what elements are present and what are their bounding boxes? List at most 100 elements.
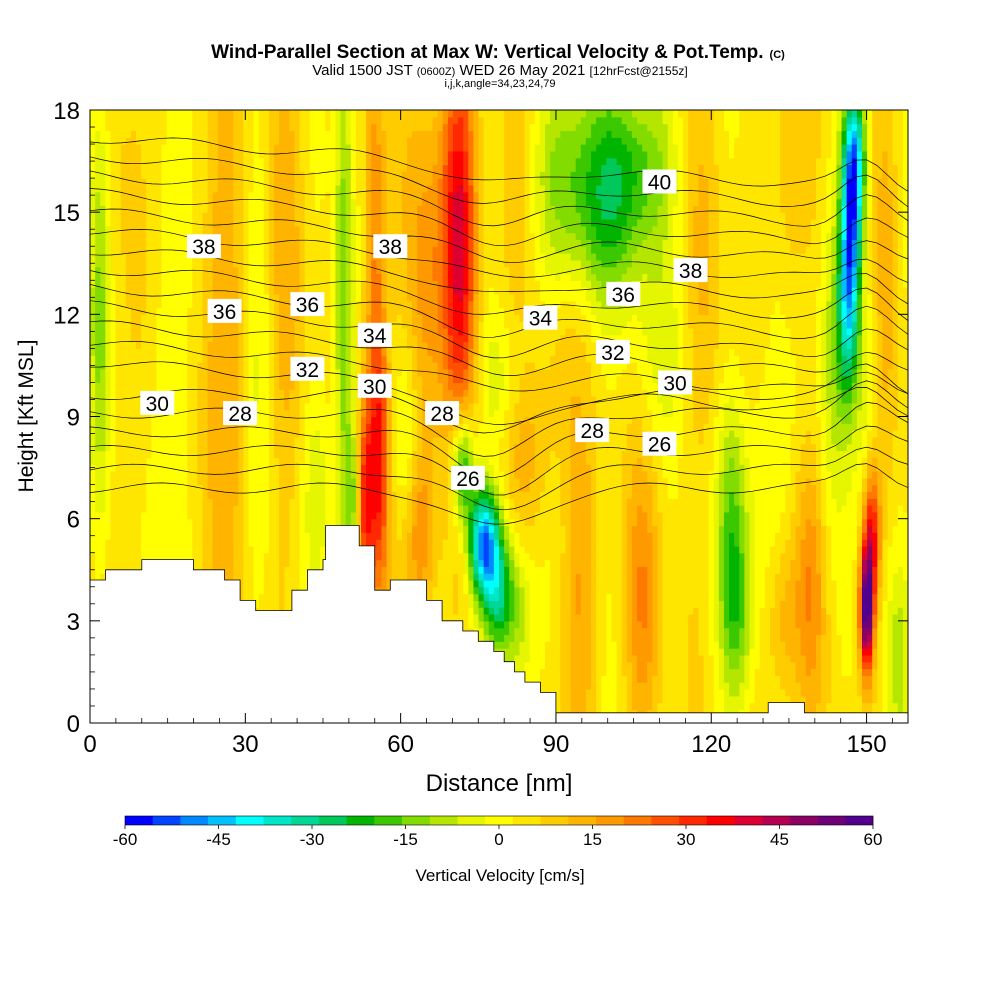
w-cell: [447, 579, 454, 588]
w-cell: [258, 552, 265, 561]
w-cell: [662, 661, 669, 670]
w-cell: [499, 539, 505, 547]
w-cell: [723, 532, 730, 540]
w-cell: [821, 675, 827, 683]
w-cell: [534, 518, 541, 527]
w-cell: [749, 688, 756, 697]
w-cell: [836, 559, 843, 567]
w-cell: [452, 614, 459, 622]
w-cell: [197, 539, 204, 547]
w-cell: [529, 545, 536, 554]
w-cell: [233, 539, 239, 547]
w-cell: [790, 586, 797, 595]
w-cell: [667, 682, 674, 690]
w-cell: [452, 511, 459, 520]
w-cell: [320, 518, 326, 527]
w-cell: [534, 600, 541, 608]
w-cell: [877, 627, 884, 636]
w-cell: [821, 702, 827, 710]
w-cell: [488, 532, 495, 540]
w-cell: [841, 668, 848, 676]
w-cell: [657, 539, 664, 547]
w-cell: [222, 552, 229, 561]
w-cell: [723, 634, 730, 642]
w-cell: [851, 654, 858, 663]
w-cell: [703, 511, 710, 520]
w-cell: [882, 614, 889, 622]
w-cell: [263, 559, 270, 567]
w-cell: [759, 579, 766, 588]
w-cell: [596, 600, 602, 608]
w-cell: [539, 518, 546, 527]
w-cell: [713, 593, 720, 601]
w-cell: [294, 579, 301, 588]
w-cell: [555, 607, 561, 615]
w-cell: [294, 573, 301, 581]
w-cell: [401, 559, 408, 567]
w-cell: [442, 525, 449, 533]
w-cell: [652, 607, 659, 615]
w-cell: [642, 627, 648, 636]
w-cell: [754, 545, 761, 554]
w-cell: [412, 539, 418, 547]
w-cell: [90, 525, 96, 533]
w-cell: [452, 525, 459, 533]
w-cell: [867, 614, 873, 622]
w-cell: [713, 648, 720, 656]
w-cell: [626, 641, 633, 649]
w-cell: [744, 675, 751, 683]
w-cell: [473, 620, 480, 629]
w-cell: [493, 539, 500, 547]
w-cell: [248, 586, 255, 595]
w-cell: [785, 559, 792, 567]
w-cell: [360, 532, 367, 540]
w-cell: [575, 702, 582, 710]
w-cell: [718, 566, 725, 574]
w-cell: [473, 614, 480, 622]
w-cell: [447, 559, 454, 567]
w-cell: [396, 559, 403, 567]
w-cell: [718, 661, 725, 670]
w-cell: [861, 614, 868, 622]
w-cell: [539, 600, 546, 608]
w-cell: [534, 586, 541, 595]
w-cell: [263, 518, 270, 527]
w-cell: [867, 573, 873, 581]
w-cell: [703, 518, 710, 527]
w-cell: [677, 573, 684, 581]
w-cell: [841, 634, 848, 642]
w-cell: [550, 627, 556, 636]
w-cell: [861, 688, 868, 697]
w-cell: [274, 586, 280, 595]
w-cell: [412, 532, 418, 540]
w-cell: [739, 518, 745, 527]
w-cell: [749, 552, 756, 561]
w-cell: [289, 573, 296, 581]
w-cell: [902, 620, 908, 629]
w-cell: [800, 573, 807, 581]
w-cell: [417, 545, 423, 554]
w-cell: [739, 566, 745, 574]
w-cell: [386, 525, 393, 533]
w-cell: [698, 579, 705, 588]
w-cell: [120, 518, 127, 527]
w-cell: [550, 545, 556, 554]
w-cell: [504, 627, 510, 636]
w-cell: [672, 566, 679, 574]
w-cell: [877, 539, 884, 547]
w-cell: [493, 600, 500, 608]
w-cell: [493, 518, 500, 527]
w-cell: [882, 641, 889, 649]
w-cell: [509, 641, 515, 649]
w-cell: [406, 545, 413, 554]
w-cell: [631, 648, 638, 656]
w-cell: [606, 586, 613, 595]
w-cell: [626, 661, 633, 670]
w-cell: [570, 620, 577, 629]
w-cell: [723, 695, 730, 704]
w-cell: [693, 532, 699, 540]
w-cell: [575, 559, 582, 567]
w-cell: [698, 552, 705, 561]
w-cell: [902, 668, 908, 676]
w-cell: [902, 648, 908, 656]
